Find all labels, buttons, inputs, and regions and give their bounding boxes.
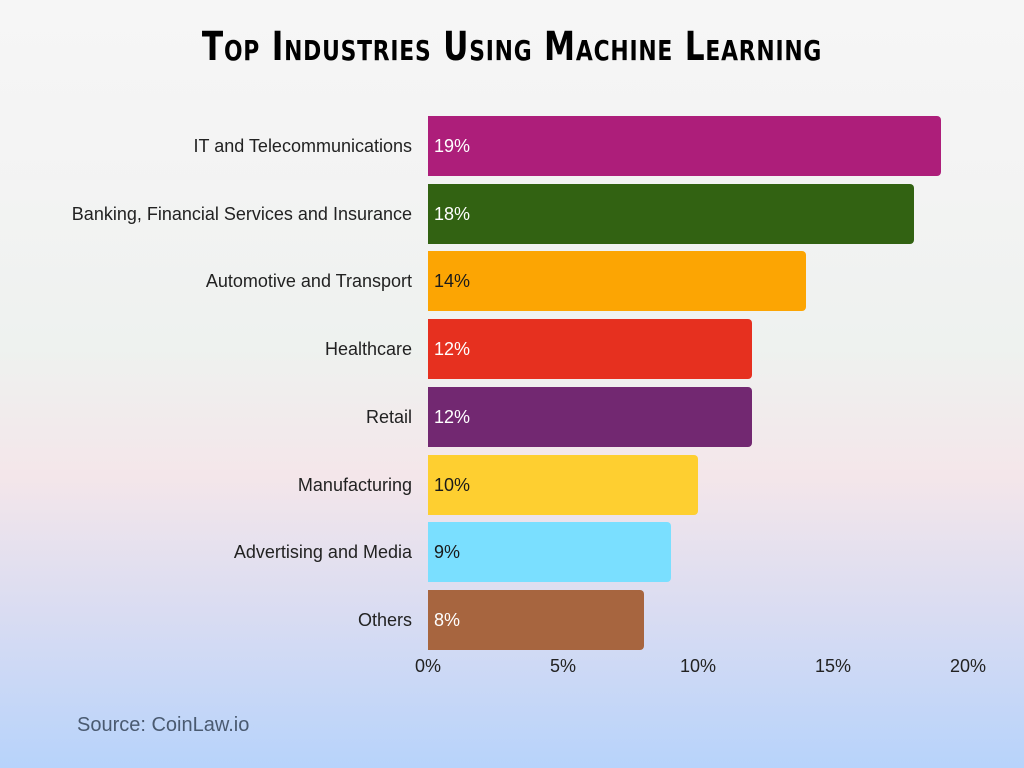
value-label: 10% — [434, 474, 471, 495]
category-label: IT and Telecommunications — [193, 136, 412, 156]
x-tick-label: 10% — [679, 656, 717, 676]
x-tick-label: 15% — [814, 656, 852, 676]
bar-row: Others 8% — [0, 589, 1024, 650]
x-tick-label: 0% — [414, 656, 442, 676]
bar: 9% — [428, 522, 671, 583]
x-tick-label: 5% — [549, 656, 577, 676]
chart-title: Top Industries Using Machine Learning — [201, 24, 823, 70]
category-label: Manufacturing — [297, 474, 412, 495]
bar: 12% — [428, 386, 752, 447]
category-label: Automotive and Transport — [205, 271, 412, 292]
value-label: 9% — [434, 542, 461, 563]
category-label: Retail — [365, 406, 412, 427]
bar-row: Automotive and Transport 14% — [0, 251, 1024, 312]
bar: 8% — [428, 589, 644, 650]
bar-row: Retail 12% — [0, 386, 1024, 447]
value-label: 19% — [434, 136, 471, 156]
value-label: 18% — [434, 203, 471, 224]
bar-row: Banking, Financial Services and Insuranc… — [0, 183, 1024, 244]
x-tick-label: 20% — [949, 656, 987, 676]
category-label: Banking, Financial Services and Insuranc… — [71, 203, 412, 224]
value-label: 12% — [434, 406, 471, 427]
source-note: Source: CoinLaw.io — [77, 714, 250, 736]
value-label: 8% — [434, 609, 461, 630]
bar-row: Healthcare 12% — [0, 319, 1024, 380]
bar-row: Advertising and Media 9% — [0, 522, 1024, 583]
bar: 18% — [428, 183, 914, 244]
bar-row: IT and Telecommunications 19% — [0, 116, 1024, 176]
category-label: Others — [357, 609, 412, 630]
category-label: Healthcare — [324, 339, 412, 360]
bar: 10% — [428, 454, 698, 515]
bar: 12% — [428, 319, 752, 380]
bar: 19% — [428, 116, 941, 176]
value-label: 12% — [434, 339, 471, 360]
bar: 14% — [428, 251, 806, 312]
value-label: 14% — [434, 271, 471, 292]
bar-row: Manufacturing 10% — [0, 454, 1024, 515]
category-label: Advertising and Media — [233, 542, 412, 563]
